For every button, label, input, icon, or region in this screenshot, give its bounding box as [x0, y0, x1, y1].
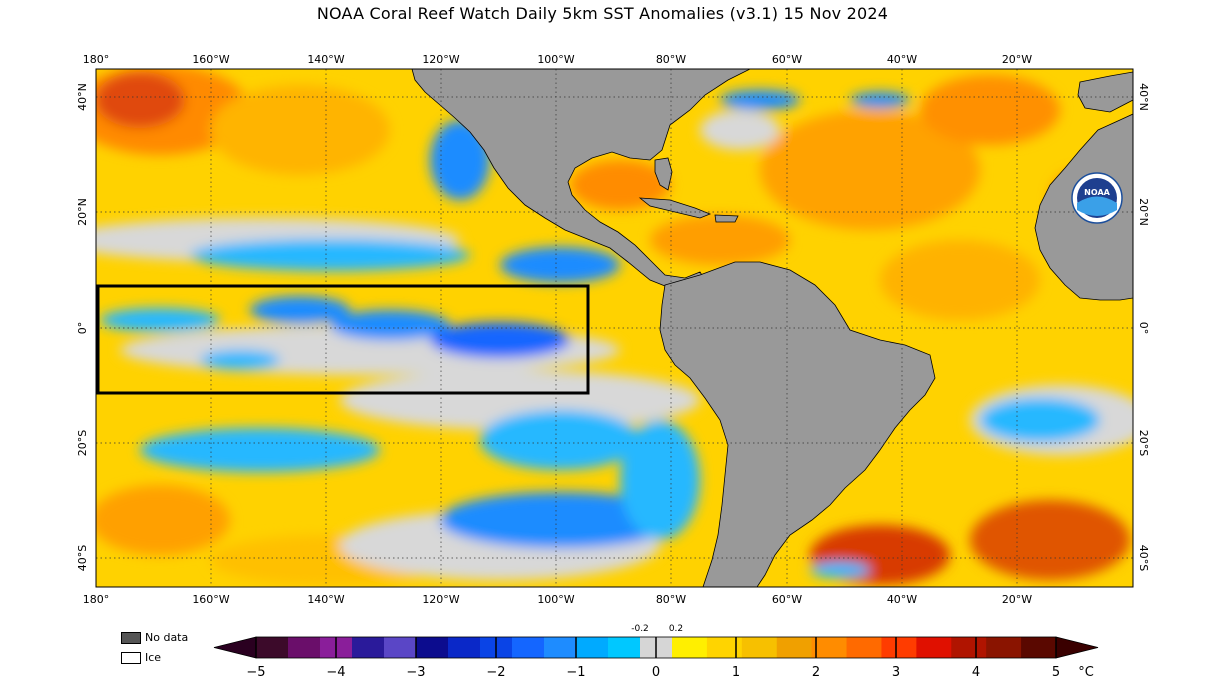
lat-labels-left: 40°N 20°N 0° 20°S 40°S	[76, 83, 89, 571]
anomaly-field: NOAA	[96, 69, 1133, 587]
lon-tick-label: 180°	[83, 53, 110, 66]
lon-tick-label: 160°W	[192, 53, 229, 66]
colorbar-segment	[512, 637, 545, 658]
colorbar-segment	[741, 637, 778, 658]
lat-tick-label: 20°S	[76, 430, 89, 456]
colorbar-tick-label: 2	[812, 665, 820, 680]
colorbar-segment	[352, 637, 385, 658]
lon-tick-label: 40°W	[887, 593, 917, 606]
colorbar-segment	[256, 637, 289, 658]
lon-tick-label: 100°W	[537, 593, 574, 606]
colorbar-segment	[1021, 637, 1057, 658]
colorbar-neutral-low-label: -0.2	[631, 624, 649, 634]
colorbar: −5 −4 −3 −2 −1 0 1 2 3 4 5 -0.2 0.2 °C	[213, 624, 1099, 680]
lat-tick-label: 40°N	[1137, 83, 1150, 111]
lat-tick-label: 20°N	[1137, 198, 1150, 226]
colorbar-segment	[544, 637, 577, 658]
colorbar-segment	[416, 637, 449, 658]
lon-tick-label: 80°W	[656, 593, 686, 606]
colorbar-segment	[846, 637, 882, 658]
colorbar-segment	[448, 637, 481, 658]
colorbar-min-extension	[213, 636, 257, 659]
colorbar-tick-label: 4	[972, 665, 980, 680]
colorbar-tick-label: −4	[326, 665, 345, 680]
lon-tick-label: 140°W	[307, 53, 344, 66]
lon-tick-label: 120°W	[422, 53, 459, 66]
lon-tick-label: 140°W	[307, 593, 344, 606]
colorbar-segment	[881, 637, 917, 658]
lon-labels-bottom: 180° 160°W 140°W 120°W 100°W 80°W 60°W 40°W 20°W	[83, 593, 1033, 606]
colorbar-segment	[706, 637, 743, 658]
lon-labels-top: 180° 160°W 140°W 120°W 100°W 80°W 60°W 40°W 20°W	[83, 53, 1033, 66]
map-title: NOAA Coral Reef Watch Daily 5km SST Anom…	[316, 4, 889, 23]
lat-tick-label: 20°N	[76, 198, 89, 226]
ice-swatch	[121, 651, 141, 664]
colorbar-segment	[608, 637, 641, 658]
lon-tick-label: 160°W	[192, 593, 229, 606]
colorbar-segment	[576, 637, 609, 658]
lon-tick-label: 60°W	[772, 53, 802, 66]
colorbar-tick-label: −1	[566, 665, 585, 680]
svg-text:NOAA: NOAA	[1084, 188, 1110, 197]
colorbar-segment	[811, 637, 848, 658]
legend-ice: Ice	[121, 651, 161, 664]
lat-labels-right: 40°N 20°N 0° 20°S 40°S	[1137, 83, 1150, 571]
lat-tick-label: 0°	[1137, 322, 1150, 335]
lon-tick-label: 100°W	[537, 53, 574, 66]
colorbar-segment	[288, 637, 321, 658]
lat-tick-label: 20°S	[1137, 430, 1150, 456]
colorbar-tick-label: −5	[246, 665, 265, 680]
colorbar-segment	[916, 637, 952, 658]
colorbar-tick-label: 0	[652, 665, 660, 680]
nino-region-box	[96, 284, 590, 395]
legend-no-data-label: No data	[145, 631, 189, 644]
colorbar-tick-label: 1	[732, 665, 740, 680]
graticule	[96, 69, 1133, 587]
no-data-swatch	[121, 631, 141, 644]
lon-tick-label: 180°	[83, 593, 110, 606]
colorbar-neutral-high-label: 0.2	[669, 624, 683, 634]
colorbar-tick-label: 3	[892, 665, 900, 680]
lat-tick-label: 0°	[76, 322, 89, 335]
lon-tick-label: 80°W	[656, 53, 686, 66]
lat-tick-label: 40°S	[76, 545, 89, 571]
colorbar-max-extension	[1055, 636, 1099, 659]
colorbar-segment	[951, 637, 987, 658]
colorbar-segment	[384, 637, 417, 658]
colorbar-segment	[986, 637, 1022, 658]
legend-ice-label: Ice	[145, 651, 162, 664]
colorbar-tick-label: −2	[486, 665, 505, 680]
lon-tick-label: 40°W	[887, 53, 917, 66]
colorbar-segment	[672, 637, 708, 658]
map-frame	[95, 68, 1134, 588]
lon-tick-label: 120°W	[422, 593, 459, 606]
colorbar-segment	[776, 637, 813, 658]
noaa-logo: NOAA	[1071, 172, 1123, 224]
lon-tick-label: 60°W	[772, 593, 802, 606]
colorbar-tick-label: −3	[406, 665, 425, 680]
colorbar-unit: °C	[1078, 665, 1094, 680]
lat-tick-label: 40°N	[76, 83, 89, 111]
lat-tick-label: 40°S	[1137, 545, 1150, 571]
lon-tick-label: 20°W	[1002, 53, 1032, 66]
colorbar-tick-label: 5	[1052, 665, 1060, 680]
lon-tick-label: 20°W	[1002, 593, 1032, 606]
legend-no-data: No data	[121, 631, 188, 644]
